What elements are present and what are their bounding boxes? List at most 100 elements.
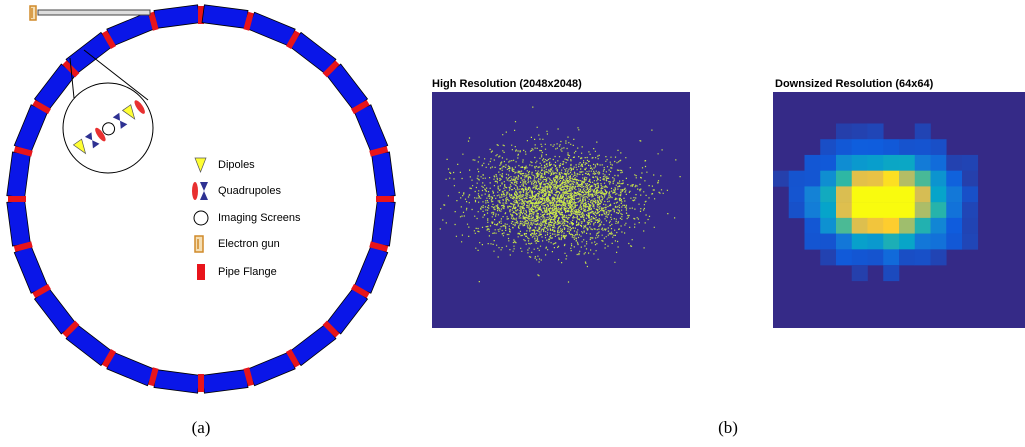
pixel bbox=[962, 218, 978, 234]
pixel bbox=[868, 139, 884, 155]
pixel bbox=[931, 139, 947, 155]
pixel bbox=[899, 218, 915, 234]
pixel bbox=[836, 139, 852, 155]
dipole-magnet bbox=[372, 152, 396, 198]
pixel bbox=[852, 265, 868, 281]
dipole-magnet bbox=[107, 352, 155, 385]
legend-icon bbox=[197, 264, 205, 280]
pipe-flange bbox=[376, 196, 394, 202]
pixel bbox=[899, 186, 915, 202]
pixel bbox=[946, 171, 962, 187]
dipole-magnet bbox=[107, 12, 155, 45]
pixel bbox=[915, 171, 931, 187]
pixel bbox=[962, 171, 978, 187]
pixel bbox=[899, 249, 915, 265]
pixel bbox=[868, 171, 884, 187]
pixel bbox=[915, 218, 931, 234]
pixel bbox=[852, 139, 868, 155]
figure-canvas: Dipoles Quadrupoles Imaging Screens Elec… bbox=[0, 0, 1025, 447]
pixel bbox=[820, 171, 836, 187]
injection-line bbox=[38, 10, 150, 15]
legend-icon bbox=[192, 182, 198, 200]
dipole-magnet bbox=[248, 352, 296, 385]
legend-label: Imaging Screens bbox=[218, 212, 301, 224]
pixel bbox=[931, 202, 947, 218]
dipole-magnet bbox=[7, 152, 31, 198]
pixel bbox=[946, 155, 962, 171]
caption: (b) bbox=[718, 418, 738, 437]
pixel bbox=[962, 186, 978, 202]
pixel bbox=[836, 249, 852, 265]
pixel bbox=[836, 186, 852, 202]
pixel bbox=[820, 249, 836, 265]
pixel bbox=[868, 234, 884, 250]
pixel bbox=[899, 202, 915, 218]
pixel bbox=[868, 123, 884, 139]
pixel bbox=[883, 186, 899, 202]
dipole-magnet bbox=[154, 5, 200, 29]
pixel bbox=[931, 171, 947, 187]
pixel bbox=[883, 139, 899, 155]
pixel bbox=[915, 155, 931, 171]
pixel bbox=[789, 171, 805, 187]
dipole-magnet bbox=[14, 246, 47, 294]
caption: (a) bbox=[192, 418, 211, 437]
pixel bbox=[915, 202, 931, 218]
pixel bbox=[773, 171, 789, 187]
pixel bbox=[931, 186, 947, 202]
pixel bbox=[852, 218, 868, 234]
pixel bbox=[946, 218, 962, 234]
pixel bbox=[789, 186, 805, 202]
pixel bbox=[883, 249, 899, 265]
pixel bbox=[915, 249, 931, 265]
pixel bbox=[805, 202, 821, 218]
pixel bbox=[836, 218, 852, 234]
pixel bbox=[915, 234, 931, 250]
pixel bbox=[883, 234, 899, 250]
dipole-magnet bbox=[154, 370, 200, 394]
pixel bbox=[962, 155, 978, 171]
dipole-magnet bbox=[354, 105, 387, 153]
pixel bbox=[852, 202, 868, 218]
pixel bbox=[805, 171, 821, 187]
pixel bbox=[820, 139, 836, 155]
pixel bbox=[836, 202, 852, 218]
pixel bbox=[852, 234, 868, 250]
pixel bbox=[868, 202, 884, 218]
pixel bbox=[915, 186, 931, 202]
dipole-magnet bbox=[354, 246, 387, 294]
pixel bbox=[931, 234, 947, 250]
image-title: Downsized Resolution (64x64) bbox=[775, 78, 934, 90]
electron-gun bbox=[30, 6, 36, 20]
pixel bbox=[836, 171, 852, 187]
dipole-magnet bbox=[14, 105, 47, 153]
pixel bbox=[852, 186, 868, 202]
dipole-magnet bbox=[202, 5, 248, 29]
pixel bbox=[899, 234, 915, 250]
pixel bbox=[899, 155, 915, 171]
dipole-magnet bbox=[248, 12, 296, 45]
legend-icon bbox=[200, 182, 208, 200]
legend-label: Dipoles bbox=[218, 159, 255, 171]
pixel bbox=[805, 234, 821, 250]
pixel bbox=[962, 202, 978, 218]
image-title: High Resolution (2048x2048) bbox=[432, 78, 582, 90]
pixel bbox=[915, 139, 931, 155]
figure: Dipoles Quadrupoles Imaging Screens Elec… bbox=[0, 0, 1025, 447]
legend-icon bbox=[194, 211, 208, 225]
pixel bbox=[852, 249, 868, 265]
pixel bbox=[868, 249, 884, 265]
legend-label: Electron gun bbox=[218, 238, 280, 250]
pixel bbox=[852, 171, 868, 187]
pixel bbox=[931, 218, 947, 234]
pixel bbox=[946, 202, 962, 218]
pixel bbox=[820, 202, 836, 218]
pixel bbox=[836, 155, 852, 171]
pixel bbox=[962, 234, 978, 250]
pixel bbox=[883, 218, 899, 234]
legend-label: Pipe Flange bbox=[218, 266, 277, 278]
pixel bbox=[820, 234, 836, 250]
pixel bbox=[883, 155, 899, 171]
legend-label: Quadrupoles bbox=[218, 185, 281, 197]
pixel bbox=[805, 186, 821, 202]
